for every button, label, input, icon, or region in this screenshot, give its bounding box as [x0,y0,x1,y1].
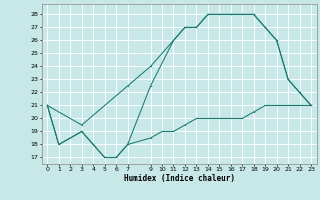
X-axis label: Humidex (Indice chaleur): Humidex (Indice chaleur) [124,174,235,183]
